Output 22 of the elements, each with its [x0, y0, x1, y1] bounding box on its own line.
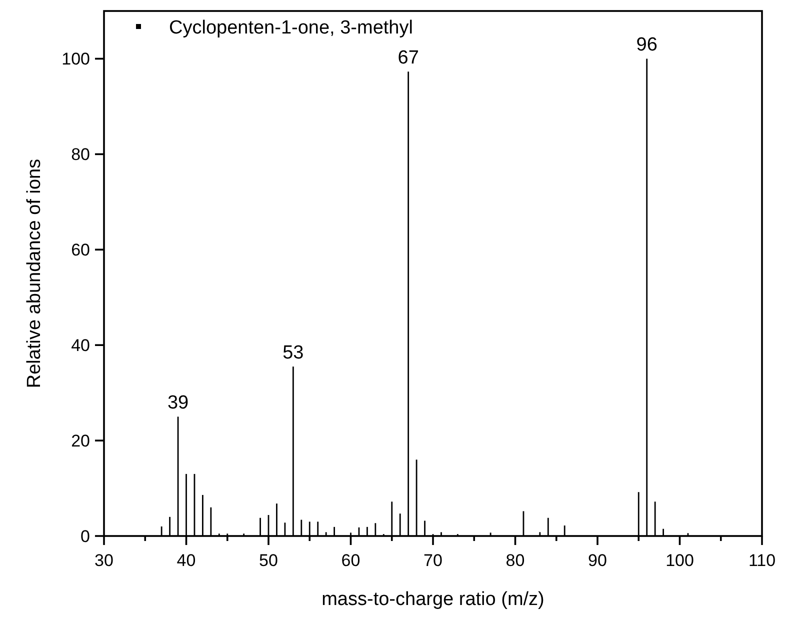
annotation: 39 [167, 392, 189, 414]
y-tick-label: 60 [71, 240, 90, 260]
annotation: 67 [398, 48, 419, 69]
x-tick-label: 50 [259, 551, 278, 570]
x-axis-title: mass-to-charge ratio (m/z) [322, 589, 544, 610]
x-tick-label: 30 [94, 551, 114, 570]
y-axis-title: Relative abundance of ions [24, 158, 45, 388]
x-tick-label: 60 [341, 551, 360, 570]
y-tick-label: 20 [71, 431, 90, 450]
y-tick-label: 80 [71, 145, 90, 164]
x-tick-label: 90 [588, 551, 607, 570]
annotation: 53 [282, 342, 304, 364]
x-tick-label: 110 [748, 551, 776, 570]
x-tick-label: 100 [666, 551, 694, 570]
x-tick-label: 80 [506, 551, 525, 570]
x-tick-label: 40 [176, 551, 196, 570]
y-tick-label: 40 [71, 336, 90, 356]
y-tick-label: 0 [80, 526, 90, 546]
x-tick-label: 70 [424, 551, 442, 570]
legend-label: Cyclopenten-1-one, 3-methyl [169, 18, 413, 39]
y-tick-label: 100 [62, 50, 90, 69]
annotation: 96 [636, 34, 658, 56]
